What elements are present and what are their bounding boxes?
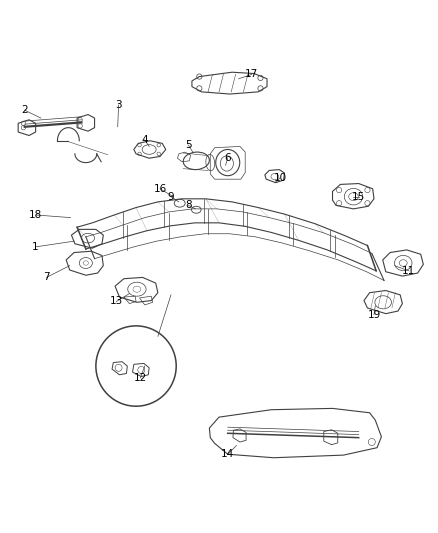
Text: 1: 1 [32,242,39,252]
Text: 17: 17 [245,69,258,79]
Text: 7: 7 [43,272,50,282]
Text: 13: 13 [110,296,123,306]
Text: 16: 16 [153,184,167,194]
Text: 18: 18 [29,210,42,220]
Text: 3: 3 [115,100,122,110]
Text: 5: 5 [185,140,192,150]
Text: 11: 11 [402,266,416,276]
Text: 12: 12 [134,373,147,383]
Text: 4: 4 [141,135,148,145]
Text: 8: 8 [185,200,192,211]
Text: 2: 2 [21,105,28,115]
Text: 15: 15 [352,192,365,201]
Text: 10: 10 [274,173,287,183]
Text: 9: 9 [168,192,174,201]
Text: 19: 19 [367,310,381,319]
Text: 6: 6 [224,153,231,163]
Text: 14: 14 [221,449,234,459]
